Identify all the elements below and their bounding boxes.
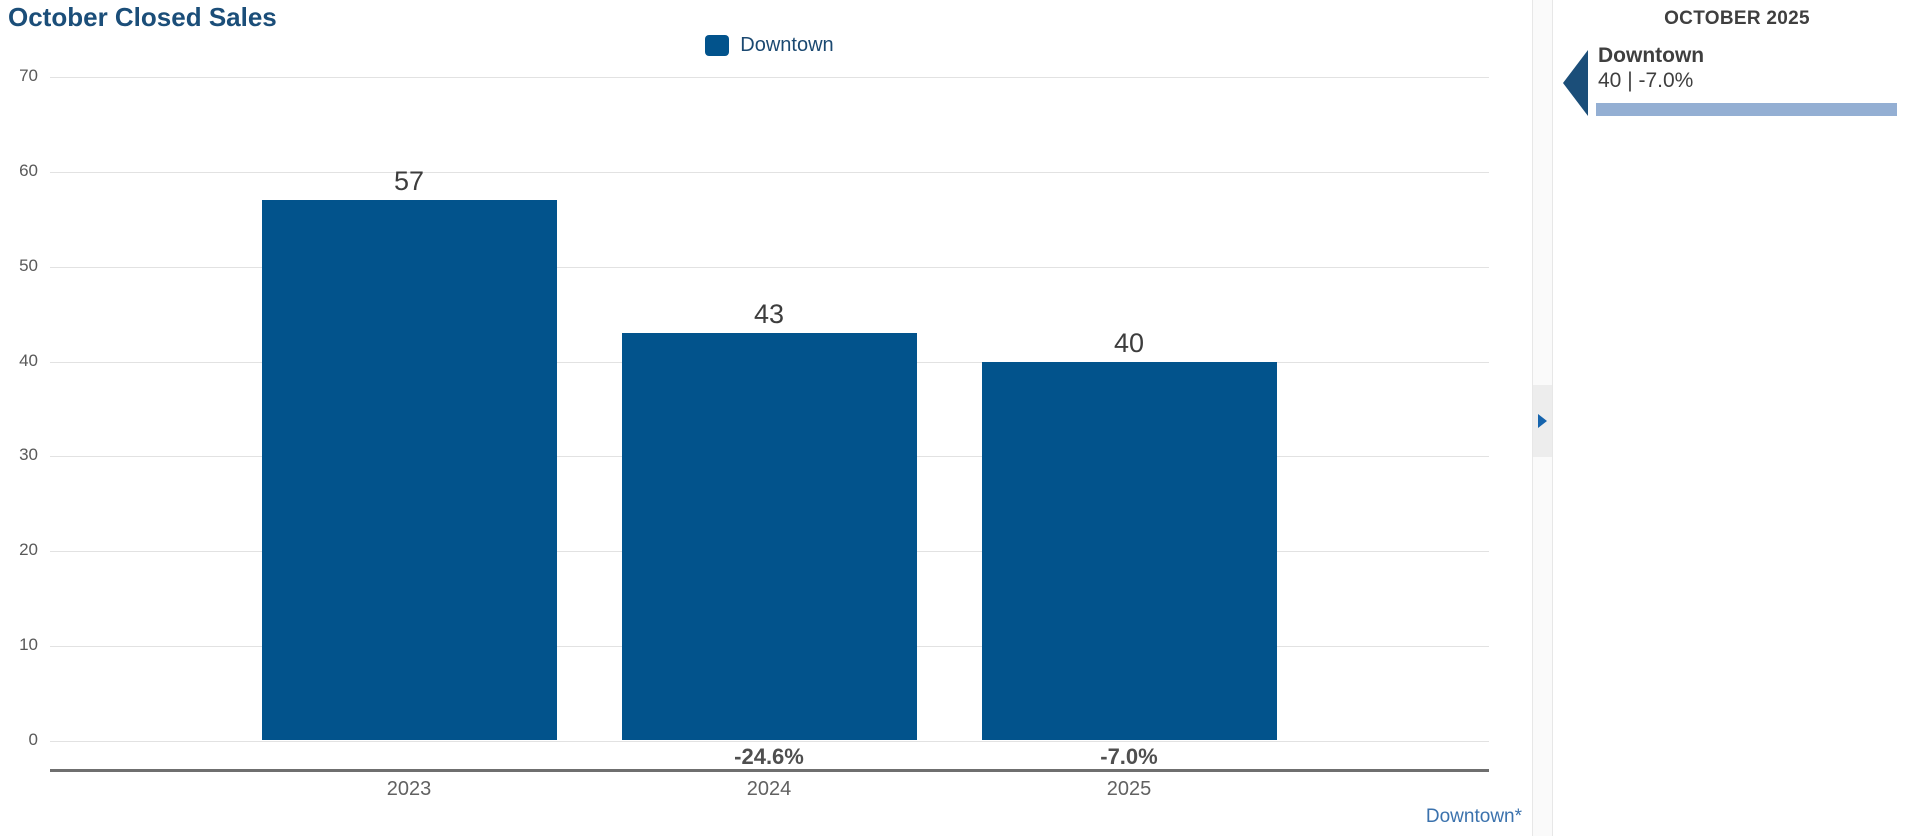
x-axis-tick-label: 2025 <box>1106 778 1152 800</box>
pct-change-label: -7.0% <box>1100 744 1158 769</box>
chart-panel: October Closed Sales Downtown 0 10 20 30 40 5… <box>8 2 1522 827</box>
legend-label: Downtown <box>740 33 834 56</box>
x-axis-line <box>50 769 1489 772</box>
market-stats: 40 | -7.0% <box>1598 69 1694 92</box>
y-axis-tick-label: 30 <box>19 445 38 464</box>
summary-side-panel: OCTOBER 2025 Downtown 40 | -7.0% <box>1554 0 1920 836</box>
chart-legend: Downtown <box>50 30 1489 60</box>
bar-value-label: 43 <box>753 299 785 329</box>
pct-change-label: -24.6% <box>734 744 804 769</box>
gridline-y70 <box>50 77 1489 78</box>
market-trend-bar <box>1596 103 1897 116</box>
y-axis-tick-label: 50 <box>19 256 38 275</box>
legend-swatch-icon <box>705 34 730 56</box>
footnote-link[interactable]: Downtown* <box>1425 806 1522 827</box>
y-axis-tick-label: 60 <box>19 161 38 180</box>
panel-splitter <box>1532 0 1553 836</box>
bar-2023[interactable] <box>261 200 557 740</box>
y-axis-tick-label: 40 <box>19 351 38 370</box>
y-axis-tick-label: 20 <box>19 540 38 559</box>
x-axis-tick-label: 2023 <box>386 778 432 800</box>
gridline-y0 <box>50 741 1489 742</box>
chart-title: October Closed Sales <box>8 2 277 32</box>
chevron-right-icon <box>1538 414 1547 428</box>
market-name: Downtown <box>1598 44 1705 67</box>
bar-2024[interactable] <box>621 333 917 740</box>
bar-value-label: 40 <box>1113 328 1145 358</box>
y-axis-tick-label: 70 <box>19 66 38 85</box>
y-axis-tick-label: 0 <box>28 730 38 749</box>
market-summary-item[interactable]: Downtown 40 | -7.0% <box>1554 40 1920 120</box>
gridline-y50 <box>50 267 1489 268</box>
x-axis-tick-label: 2024 <box>746 778 792 800</box>
panel-expand-handle[interactable] <box>1533 385 1552 457</box>
gridline-y60 <box>50 172 1489 173</box>
legend-item-downtown[interactable]: Downtown <box>705 33 834 57</box>
y-axis-tick-label: 10 <box>19 635 38 654</box>
bar-value-label: 57 <box>393 166 425 196</box>
bar-2025[interactable] <box>981 362 1277 740</box>
panel-title: OCTOBER 2025 <box>1664 8 1810 29</box>
arrow-left-icon <box>1563 50 1588 116</box>
